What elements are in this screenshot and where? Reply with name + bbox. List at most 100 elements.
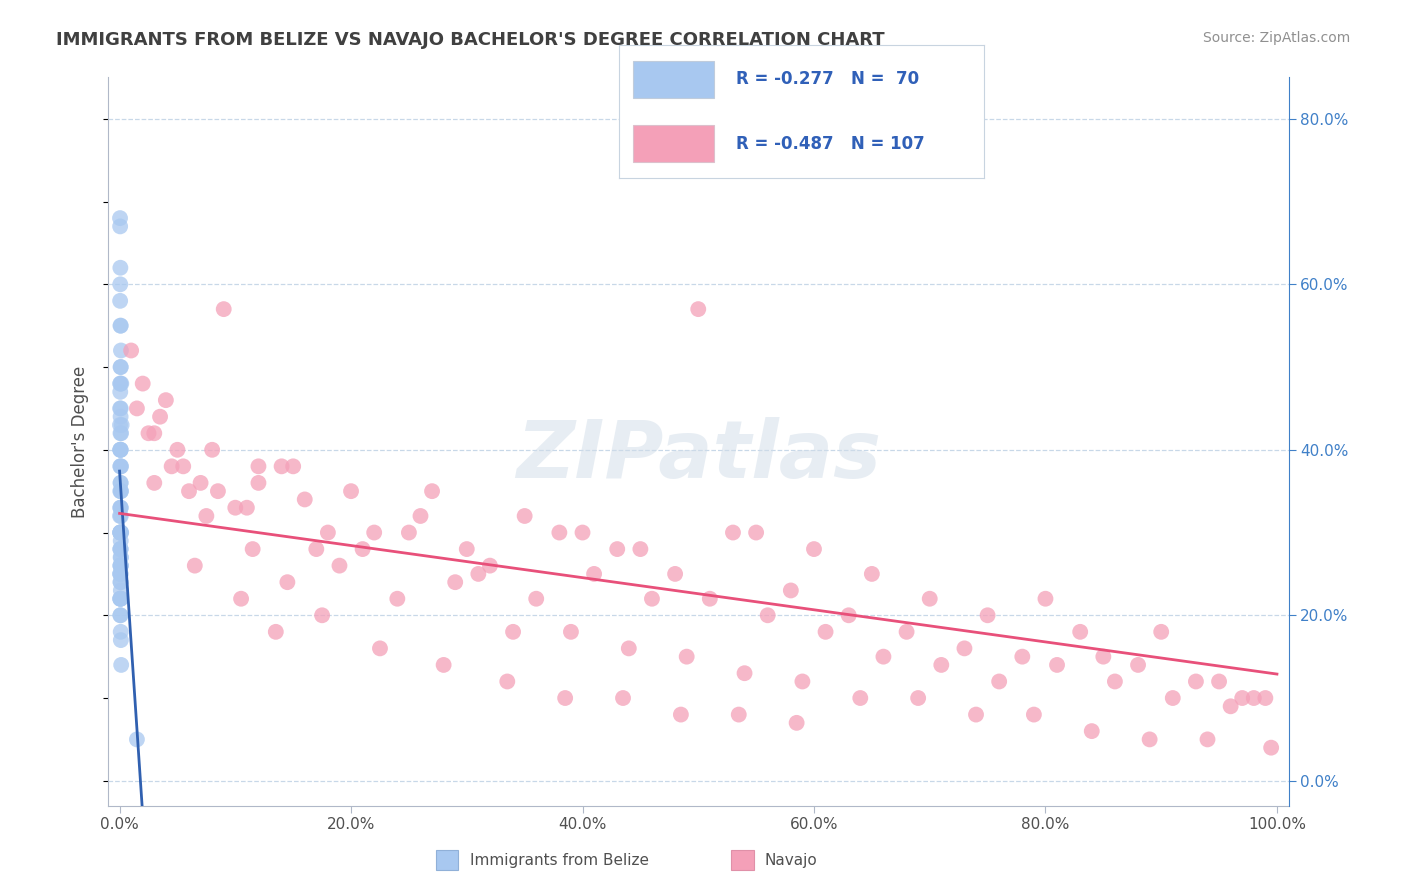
Point xyxy=(177,484,200,499)
Point xyxy=(110,459,132,474)
Point xyxy=(1069,624,1091,639)
Point xyxy=(907,691,929,706)
Point xyxy=(444,575,467,590)
Point xyxy=(1126,657,1149,672)
Point xyxy=(110,583,132,598)
Point xyxy=(160,459,183,474)
Point xyxy=(108,417,131,432)
Point xyxy=(664,566,686,581)
Point xyxy=(110,343,132,358)
Point xyxy=(138,426,160,441)
Point xyxy=(110,384,132,399)
Point xyxy=(201,442,224,457)
Point xyxy=(132,376,155,391)
Point xyxy=(409,508,432,523)
Point xyxy=(110,525,132,540)
Point xyxy=(195,508,218,523)
Point xyxy=(398,525,420,540)
Text: Navajo: Navajo xyxy=(765,854,818,868)
Point xyxy=(110,475,132,490)
Point xyxy=(110,442,132,457)
Point xyxy=(110,426,132,441)
Point xyxy=(699,591,721,606)
Point xyxy=(110,657,132,672)
Point xyxy=(583,566,606,581)
Point xyxy=(149,409,172,424)
Point xyxy=(110,550,132,565)
Point xyxy=(108,401,131,416)
Point xyxy=(276,575,298,590)
Point xyxy=(513,508,536,523)
Point xyxy=(110,624,132,639)
Point xyxy=(721,525,744,540)
Point xyxy=(502,624,524,639)
Point xyxy=(554,691,576,706)
Point xyxy=(264,624,287,639)
Point xyxy=(110,525,132,540)
Point xyxy=(311,608,333,623)
Point xyxy=(108,591,131,606)
Point xyxy=(1011,649,1033,664)
Point xyxy=(1260,740,1282,755)
Point xyxy=(1232,691,1254,706)
Point xyxy=(1104,674,1126,689)
Point xyxy=(548,525,571,540)
Point xyxy=(108,211,131,226)
Point xyxy=(988,674,1011,689)
Point xyxy=(110,459,132,474)
Point xyxy=(433,657,456,672)
Point xyxy=(305,542,328,557)
Point xyxy=(1243,691,1265,706)
Point xyxy=(110,550,132,565)
Point xyxy=(110,633,132,648)
Point xyxy=(110,426,132,441)
Point xyxy=(143,475,166,490)
Point xyxy=(108,525,131,540)
Point xyxy=(860,566,883,581)
Point xyxy=(110,442,132,457)
Point xyxy=(270,459,292,474)
Point xyxy=(110,459,132,474)
Point xyxy=(110,376,132,391)
Point xyxy=(110,558,132,573)
Point xyxy=(316,525,339,540)
Point xyxy=(172,459,194,474)
Point xyxy=(247,475,270,490)
Point xyxy=(125,401,148,416)
Point xyxy=(688,302,710,317)
Point xyxy=(110,484,132,499)
Point xyxy=(1035,591,1057,606)
Point xyxy=(155,393,177,408)
Point xyxy=(617,641,640,656)
Point xyxy=(184,558,207,573)
Point xyxy=(1185,674,1208,689)
Point xyxy=(387,591,409,606)
Point xyxy=(224,500,246,515)
Point xyxy=(247,459,270,474)
Point xyxy=(207,484,229,499)
Point xyxy=(110,591,132,606)
Point xyxy=(283,459,305,474)
Point xyxy=(420,484,443,499)
Point xyxy=(120,343,142,358)
Y-axis label: Bachelor's Degree: Bachelor's Degree xyxy=(72,366,89,517)
Point xyxy=(110,500,132,515)
Point xyxy=(872,649,894,664)
Point xyxy=(110,500,132,515)
Point xyxy=(675,649,697,664)
Point xyxy=(328,558,350,573)
Bar xyxy=(633,125,714,162)
Point xyxy=(108,508,131,523)
Point xyxy=(110,484,132,499)
Point xyxy=(110,542,132,557)
Point xyxy=(734,666,756,681)
Point xyxy=(976,608,998,623)
Point xyxy=(467,566,489,581)
Text: Immigrants from Belize: Immigrants from Belize xyxy=(470,854,648,868)
Point xyxy=(166,442,188,457)
Point xyxy=(368,641,391,656)
Point xyxy=(1161,691,1184,706)
Point xyxy=(1022,707,1045,722)
Point xyxy=(779,583,801,598)
Point xyxy=(108,293,131,308)
